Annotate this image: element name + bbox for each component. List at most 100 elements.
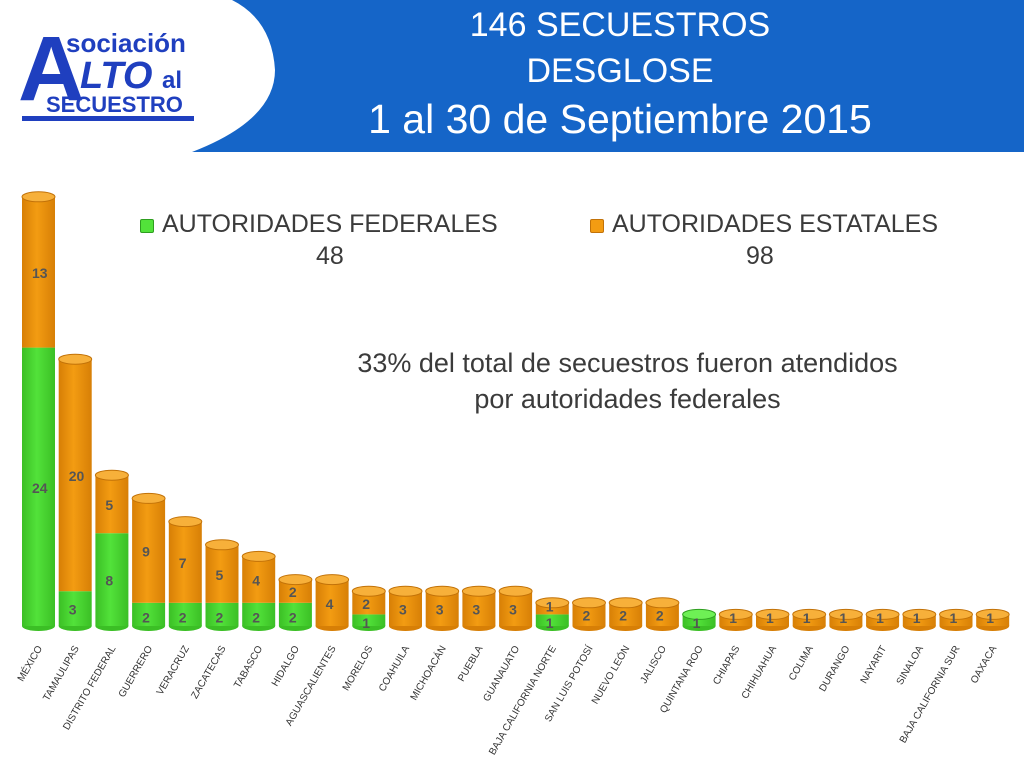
label-estatal-4: 7 <box>179 555 187 571</box>
bar-federal-7 <box>278 602 312 626</box>
logo-underline <box>22 116 194 121</box>
legend-total-estatal: 98 <box>746 242 774 270</box>
legend-total-federal: 48 <box>316 242 344 270</box>
bar-estatal-9 <box>352 591 386 615</box>
logo-line3: SECUESTRO <box>46 92 183 117</box>
category-label-26: OAXACA <box>969 644 1000 686</box>
category-label-13: GUANAUATO <box>481 644 522 704</box>
logo-big-a: A <box>18 18 84 120</box>
label-estatal-10: 3 <box>399 602 407 618</box>
bar-estatal-6 <box>242 556 276 603</box>
bar-estatal-16 <box>609 602 643 626</box>
label-estatal-26: 1 <box>986 610 994 626</box>
bar-cap-11 <box>425 585 460 597</box>
category-label-7: HIDALGO <box>270 644 302 689</box>
category-label-4: VERACRUZ <box>155 644 192 697</box>
bar-cap-24 <box>902 608 937 620</box>
label-estatal-14: 1 <box>546 599 554 615</box>
bar-estatal-21 <box>792 614 826 626</box>
bar-federal-1 <box>58 591 92 626</box>
category-label-0: MÉXICO <box>14 643 45 684</box>
label-federal-14: 1 <box>546 615 554 631</box>
bar-cap-1 <box>58 353 93 365</box>
category-label-20: CHIHUAHUA <box>740 644 779 701</box>
bar-cap-21 <box>792 608 827 620</box>
bar-cap-0 <box>21 191 56 203</box>
label-estatal-19: 1 <box>729 610 737 626</box>
label-estatal-8: 4 <box>326 596 334 612</box>
label-estatal-22: 1 <box>839 610 847 626</box>
bar-estatal-26 <box>976 614 1010 626</box>
bar-estatal-3 <box>132 498 166 603</box>
label-estatal-2: 5 <box>105 497 113 513</box>
bar-cap-17 <box>645 597 680 609</box>
label-estatal-15: 2 <box>583 607 591 623</box>
category-label-19: CHIAPAS <box>711 644 742 687</box>
bar-cap-22 <box>828 608 863 620</box>
bar-estatal-12 <box>462 591 496 626</box>
bar-cap-2 <box>94 469 129 481</box>
bar-estatal-2 <box>95 475 129 534</box>
label-estatal-12: 3 <box>472 602 480 618</box>
bar-cap-23 <box>865 608 900 620</box>
header-background <box>192 0 1024 152</box>
category-label-14: BAJA CALIFORNIA NORTE <box>487 644 559 757</box>
header: A sociación LTO al SECUESTRO 146 SECUEST… <box>0 0 1024 152</box>
legend-swatch-federal <box>140 219 154 233</box>
bar-cap-10 <box>388 585 423 597</box>
label-federal-4: 2 <box>179 609 187 625</box>
label-federal-0: 24 <box>32 480 48 496</box>
category-label-11: MICHOACÁN <box>407 643 449 702</box>
bar-estatal-20 <box>756 614 789 626</box>
bar-cap-25 <box>939 608 973 620</box>
bar-estatal-10 <box>389 591 422 626</box>
category-label-10: COAHUILA <box>377 644 412 694</box>
label-estatal-13: 3 <box>509 602 517 618</box>
category-label-21: COLIMA <box>787 644 816 683</box>
category-label-6: TABASCO <box>232 644 265 690</box>
label-federal-3: 2 <box>142 609 150 625</box>
bar-estatal-24 <box>902 614 936 626</box>
title-line3: 1 al 30 de Septiembre 2015 <box>368 96 872 142</box>
bar-federal-3 <box>132 602 166 626</box>
bar-cap-15 <box>572 597 606 609</box>
note-line2: por autoridades federales <box>474 384 781 414</box>
title-line2: DESGLOSE <box>526 52 714 90</box>
bar-estatal-23 <box>866 614 900 626</box>
logo-al: al <box>162 67 182 94</box>
legend-label-estatal: AUTORIDADES ESTATALES <box>612 210 939 238</box>
federal-share-note: 33% del total de secuestros fueron atend… <box>300 345 955 417</box>
bar-estatal-22 <box>829 614 863 626</box>
bar-estatal-0 <box>22 196 55 348</box>
category-label-24: SINALOA <box>895 644 926 687</box>
bar-cap-18 <box>682 608 717 620</box>
bar-estatal-15 <box>572 602 606 626</box>
category-label-5: ZACATECAS <box>189 644 228 701</box>
logo-lto: LTO <box>80 55 152 97</box>
label-estatal-20: 1 <box>766 610 774 626</box>
bar-cap-13 <box>498 585 533 597</box>
label-federal-6: 2 <box>252 609 260 625</box>
bar-cap-20 <box>755 608 790 620</box>
legend-swatch-estatal <box>590 219 604 233</box>
bar-cap-14 <box>535 597 570 609</box>
bar-estatal-8 <box>315 579 349 626</box>
bar-cap-3 <box>131 492 166 504</box>
bar-estatal-7 <box>278 579 312 603</box>
category-label-1: TAMAULIPAS <box>41 644 82 703</box>
label-estatal-16: 2 <box>619 607 627 623</box>
label-estatal-17: 2 <box>656 607 664 623</box>
bar-federal-4 <box>168 602 202 626</box>
bar-estatal-1 <box>58 359 92 592</box>
bar-estatal-13 <box>499 591 533 626</box>
label-estatal-11: 3 <box>436 602 444 618</box>
category-label-22: DURANGO <box>817 644 852 694</box>
label-estatal-9: 2 <box>362 596 370 612</box>
legend-label-federal: AUTORIDADES FEDERALES <box>162 210 498 238</box>
label-estatal-5: 5 <box>216 567 224 583</box>
note-line1: 33% del total de secuestros fueron atend… <box>357 348 898 378</box>
bar-cap-26 <box>975 608 1010 620</box>
logo-line1: sociación <box>66 28 186 58</box>
bar-cap-5 <box>205 539 239 551</box>
